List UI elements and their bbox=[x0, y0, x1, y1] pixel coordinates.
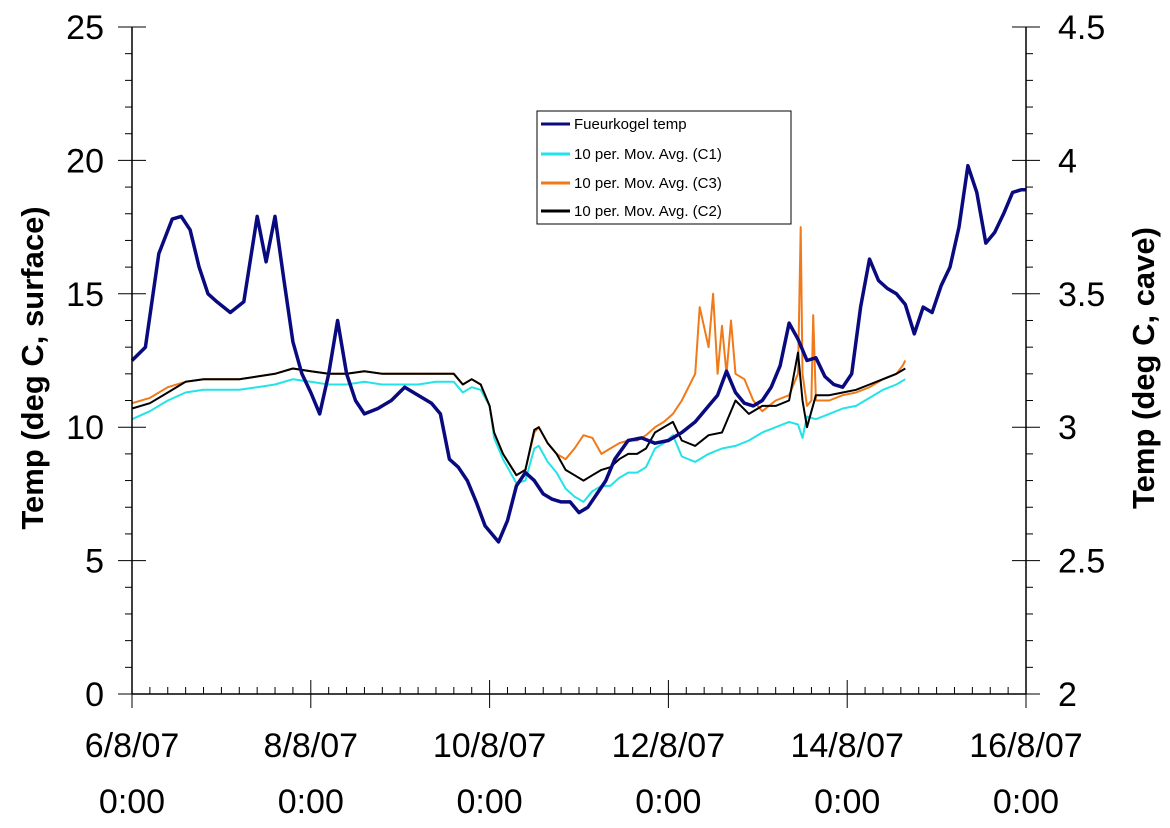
axes-layer: 0 5 10 15 20 25 2 2.5 3 3.5 4 4.5 6/8/07 0:00 8/8/07 0:… bbox=[66, 9, 1105, 821]
series-line-fueurkogel bbox=[130, 163, 1026, 544]
series-line-c1 bbox=[131, 378, 906, 503]
y-tick-label-left: 25 bbox=[66, 9, 104, 47]
y-tick-label-left: 10 bbox=[66, 409, 104, 447]
legend-label-fueurkogel: Fueurkogel temp bbox=[574, 116, 687, 133]
x-tick-label-date: 12/8/07 bbox=[612, 727, 725, 765]
y-tick-label-right: 2 bbox=[1058, 676, 1077, 714]
series-layer bbox=[130, 163, 1026, 544]
y-tick-label-left: 0 bbox=[85, 676, 104, 714]
y-tick-label-left: 5 bbox=[85, 543, 104, 581]
x-tick-label-time: 0:00 bbox=[457, 783, 523, 821]
y-axis-title-left: Temp (deg C, surface) bbox=[15, 206, 50, 529]
x-tick-label-date: 8/8/07 bbox=[264, 727, 359, 765]
y-tick-label-right: 2.5 bbox=[1058, 543, 1105, 581]
y-tick-label-right: 3 bbox=[1058, 409, 1077, 447]
x-tick-label-date: 16/8/07 bbox=[969, 727, 1082, 765]
series-line-c2 bbox=[131, 351, 906, 482]
x-tick-label-time: 0:00 bbox=[99, 783, 165, 821]
x-tick-label-time: 0:00 bbox=[814, 783, 880, 821]
legend-label-c2: 10 per. Mov. Avg. (C2) bbox=[574, 203, 722, 220]
legend-label-c1: 10 per. Mov. Avg. (C1) bbox=[574, 146, 722, 163]
legend: Fueurkogel temp 10 per. Mov. Avg. (C1) 1… bbox=[536, 110, 792, 225]
x-tick-label-time: 0:00 bbox=[635, 783, 701, 821]
y-tick-label-right: 4 bbox=[1058, 142, 1077, 180]
legend-box bbox=[536, 110, 792, 225]
y-axis-title-right: Temp (deg C, cave) bbox=[1126, 227, 1161, 509]
x-tick-label-date: 14/8/07 bbox=[790, 727, 903, 765]
y-tick-label-right: 4.5 bbox=[1058, 9, 1105, 47]
x-tick-label-time: 0:00 bbox=[993, 783, 1059, 821]
y-tick-label-left: 15 bbox=[66, 276, 104, 314]
x-tick-label-date: 10/8/07 bbox=[433, 727, 546, 765]
x-tick-label-time: 0:00 bbox=[278, 783, 344, 821]
legend-label-c3: 10 per. Mov. Avg. (C3) bbox=[574, 175, 722, 192]
y-tick-label-right: 3.5 bbox=[1058, 276, 1105, 314]
x-tick-label-date: 6/8/07 bbox=[85, 727, 180, 765]
y-tick-label-left: 20 bbox=[66, 142, 104, 180]
